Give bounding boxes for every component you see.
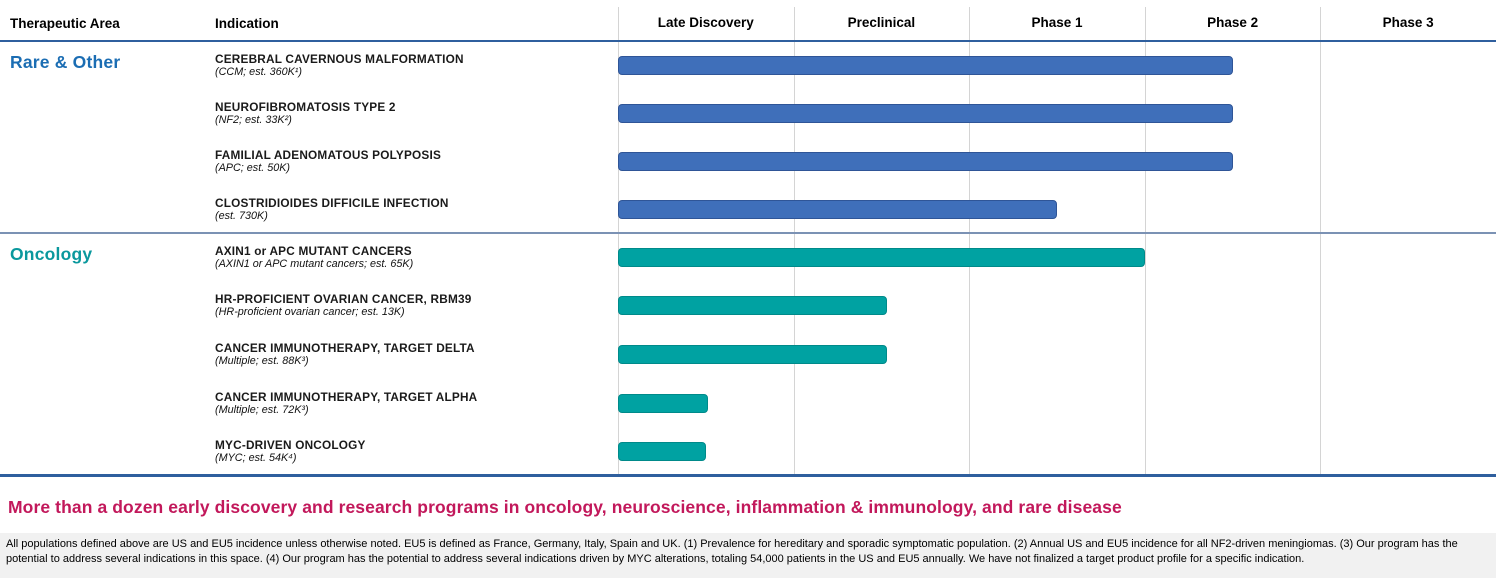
program-label: NEUROFIBROMATOSIS TYPE 2 (NF2; est. 33K²) — [215, 89, 615, 137]
program-label: CANCER IMMUNOTHERAPY, TARGET DELTA (Multi… — [215, 330, 615, 379]
pipeline-bar — [618, 442, 706, 462]
header-underline — [0, 40, 1496, 42]
indication-detail: (NF2; est. 33K²) — [215, 113, 292, 126]
program-row: HR-PROFICIENT OVARIAN CANCER, RBM39 (HR-p… — [0, 282, 1501, 331]
chart-bottom-border — [0, 474, 1496, 477]
phase-header: Preclinical — [847, 15, 916, 30]
indication-title: MYC-DRIVEN ONCOLOGY — [215, 438, 366, 453]
footnote-strip: All populations defined above are US and… — [0, 533, 1496, 578]
section-title: Oncology — [10, 244, 93, 264]
early-discovery-banner: More than a dozen early discovery and re… — [8, 497, 1122, 517]
program-row: NEUROFIBROMATOSIS TYPE 2 (NF2; est. 33K²) — [0, 89, 1501, 137]
pipeline-bar — [618, 151, 1233, 171]
program-label: AXIN1 or APC MUTANT CANCERS (AXIN1 or APC… — [215, 233, 615, 282]
indication-detail: (MYC; est. 54K⁴) — [215, 452, 297, 465]
program-row: CEREBRAL CAVERNOUS MALFORMATION (CCM; est… — [0, 41, 1501, 89]
column-header-therapeutic-area: Therapeutic Area — [10, 16, 120, 31]
program-row: CANCER IMMUNOTHERAPY, TARGET ALPHA (Multi… — [0, 379, 1501, 428]
indication-title: HR-PROFICIENT OVARIAN CANCER, RBM39 — [215, 292, 472, 307]
phase-header: Phase 1 — [1031, 15, 1083, 30]
program-label: MYC-DRIVEN ONCOLOGY (MYC; est. 54K⁴) — [215, 427, 615, 476]
indication-title: CLOSTRIDIOIDES DIFFICILE INFECTION — [215, 195, 449, 210]
pipeline-bar — [618, 344, 887, 364]
indication-detail: (Multiple; est. 72K³) — [215, 403, 309, 416]
section-title: Rare & Other — [10, 52, 121, 72]
pipeline-bar — [618, 103, 1233, 123]
phase-header: Late Discovery — [657, 15, 754, 30]
indication-detail: (AXIN1 or APC mutant cancers; est. 65K) — [215, 257, 414, 270]
program-label: FAMILIAL ADENOMATOUS POLYPOSIS (APC; est.… — [215, 137, 615, 185]
indication-title: FAMILIAL ADENOMATOUS POLYPOSIS — [215, 147, 442, 162]
pipeline-bar — [618, 247, 1145, 267]
phase-gridline — [1144, 7, 1146, 476]
indication-detail: (APC; est. 50K) — [215, 161, 291, 174]
phase-gridline — [793, 7, 795, 476]
program-label: CANCER IMMUNOTHERAPY, TARGET ALPHA (Multi… — [215, 379, 615, 428]
pipeline-bar — [618, 55, 1233, 75]
indication-title: CEREBRAL CAVERNOUS MALFORMATION — [215, 51, 464, 66]
indication-detail: (Multiple; est. 88K³) — [215, 354, 309, 367]
indication-detail: (HR-proficient ovarian cancer; est. 13K) — [215, 306, 405, 319]
program-row: FAMILIAL ADENOMATOUS POLYPOSIS (APC; est.… — [0, 137, 1501, 185]
program-label: CLOSTRIDIOIDES DIFFICILE INFECTION (est. … — [215, 185, 615, 233]
footnote-text: All populations defined above are US and… — [6, 538, 1458, 566]
indication-title: NEUROFIBROMATOSIS TYPE 2 — [215, 99, 396, 114]
pipeline-bar — [618, 393, 708, 413]
section-separator-line — [0, 232, 1496, 234]
indication-title: CANCER IMMUNOTHERAPY, TARGET ALPHA — [215, 389, 478, 404]
indication-title: AXIN1 or APC MUTANT CANCERS — [215, 243, 412, 258]
indication-title: CANCER IMMUNOTHERAPY, TARGET DELTA — [215, 340, 475, 355]
program-row: MYC-DRIVEN ONCOLOGY (MYC; est. 54K⁴) — [0, 427, 1501, 476]
program-label: HR-PROFICIENT OVARIAN CANCER, RBM39 (HR-p… — [215, 282, 615, 331]
phase-header: Phase 3 — [1382, 15, 1434, 30]
program-label: CEREBRAL CAVERNOUS MALFORMATION (CCM; est… — [215, 41, 615, 89]
phase-header: Phase 2 — [1207, 15, 1259, 30]
pipeline-bar — [618, 296, 887, 316]
pipeline-bar — [618, 199, 1057, 219]
column-header-indication: Indication — [215, 16, 279, 31]
program-row: CANCER IMMUNOTHERAPY, TARGET DELTA (Multi… — [0, 330, 1501, 379]
phase-gridline — [1320, 7, 1322, 476]
program-row: CLOSTRIDIOIDES DIFFICILE INFECTION (est. … — [0, 185, 1501, 233]
program-row: AXIN1 or APC MUTANT CANCERS (AXIN1 or APC… — [0, 233, 1501, 282]
indication-detail: (est. 730K) — [215, 209, 268, 222]
phase-gridline — [969, 7, 971, 476]
phase-gridline — [618, 7, 619, 476]
indication-detail: (CCM; est. 360K¹) — [215, 65, 302, 78]
